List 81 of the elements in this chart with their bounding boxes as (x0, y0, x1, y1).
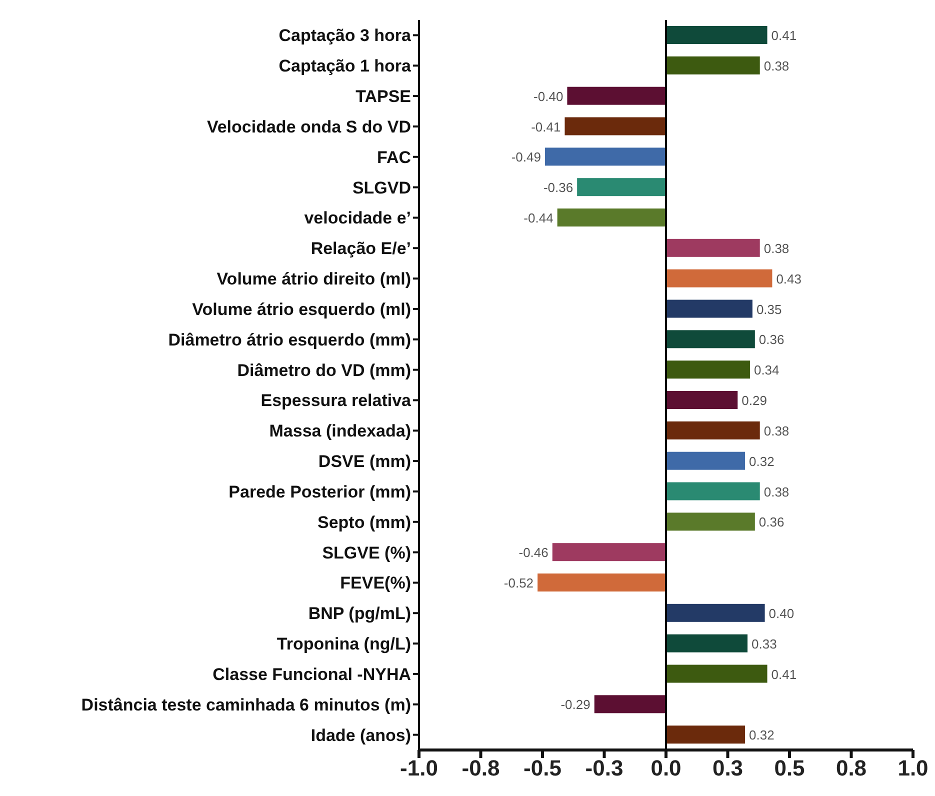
bar (666, 330, 755, 348)
data-label: -0.49 (511, 150, 541, 165)
bar (666, 56, 760, 74)
y-tick-label: Captação 1 hora (278, 56, 412, 76)
bar (552, 543, 666, 562)
y-tick-label: SLGVD (352, 178, 411, 198)
y-tick-label: Idade (anos) (310, 726, 411, 745)
bar (666, 391, 738, 409)
bar (594, 695, 666, 714)
bar (666, 452, 746, 470)
data-label: 0.38 (764, 423, 790, 438)
bar (666, 421, 760, 440)
data-label: 0.32 (749, 728, 774, 743)
bar (666, 269, 772, 288)
bar (666, 360, 750, 379)
y-tick-label: DSVE (mm) (318, 452, 411, 472)
y-tick-label: BNP (pg/mL) (308, 604, 411, 624)
y-tick-label: Diâmetro do VD (mm) (237, 360, 411, 380)
bar (666, 482, 760, 500)
y-tick-label: Massa (indexada) (269, 422, 411, 441)
bar (666, 300, 752, 318)
bar (666, 512, 755, 531)
data-label: 0.29 (742, 393, 767, 408)
data-label: -0.29 (560, 697, 590, 712)
data-label: 0.33 (752, 636, 777, 652)
data-label: 0.32 (749, 454, 774, 469)
x-tick-label: 1.0 (898, 756, 928, 781)
y-tick-label: Septo (mm) (318, 512, 411, 532)
y-tick-label: Troponina (ng/L) (276, 634, 411, 654)
x-tick-label: 0.8 (836, 756, 867, 781)
data-label: 0.38 (764, 240, 790, 256)
bar (666, 238, 760, 257)
bar (564, 117, 666, 136)
bar (666, 604, 765, 622)
y-tick-label: Espessura relativa (260, 391, 412, 410)
x-tick-label: 0.3 (712, 756, 744, 781)
data-label: -0.44 (524, 210, 554, 226)
x-tick-label: -1.0 (400, 756, 438, 781)
data-label: 0.40 (768, 606, 794, 621)
x-tick-label: -0.3 (585, 756, 624, 781)
y-tick-label: Relação E/e’ (310, 239, 411, 258)
y-tick-label: TAPSE (356, 87, 411, 106)
x-tick-label: -0.5 (524, 756, 562, 781)
y-tick-label: FAC (377, 148, 411, 167)
bar (544, 148, 666, 166)
data-label: 0.38 (764, 58, 790, 74)
y-tick-label: Diâmetro átrio esquerdo (mm) (168, 330, 411, 350)
bar (577, 178, 666, 196)
data-label: 0.34 (754, 362, 780, 378)
y-tick-label: Distância teste caminhada 6 minutos (m) (81, 695, 411, 714)
y-tick-label: FEVE(%) (340, 574, 411, 593)
data-label: 0.38 (764, 484, 790, 500)
data-label: -0.52 (504, 576, 534, 590)
bar (666, 664, 768, 683)
data-label: 0.41 (771, 28, 797, 43)
bar (557, 208, 666, 226)
data-label: -0.40 (534, 88, 564, 104)
data-label: 0.43 (776, 271, 802, 286)
x-tick-label: 0.0 (650, 756, 682, 781)
data-label: 0.36 (758, 514, 784, 530)
bar (666, 726, 746, 744)
data-label: 0.35 (756, 302, 782, 317)
x-tick-label: 0.5 (774, 756, 805, 781)
y-tick-label: Captação 3 hora (278, 26, 412, 46)
y-tick-label: Volume átrio esquerdo (ml) (192, 300, 411, 319)
x-tick-label: -0.8 (462, 756, 500, 781)
bar (538, 574, 666, 592)
data-label: -0.36 (543, 180, 574, 196)
y-tick-label: Parede Posterior (mm) (228, 482, 411, 502)
bar (666, 26, 768, 44)
data-label: 0.36 (758, 332, 784, 348)
data-label: 0.41 (771, 666, 797, 682)
bar (567, 86, 666, 105)
y-tick-label: velocidade e’ (304, 208, 411, 228)
y-tick-label: Volume átrio direito (ml) (216, 270, 411, 289)
y-tick-label: SLGVE (%) (322, 543, 411, 562)
bar (666, 634, 748, 652)
data-label: -0.46 (518, 545, 548, 560)
y-tick-label: Classe Funcional -NYHA (212, 664, 411, 684)
y-tick-label: Velocidade onda S do VD (206, 117, 411, 136)
data-label: -0.41 (531, 119, 561, 134)
